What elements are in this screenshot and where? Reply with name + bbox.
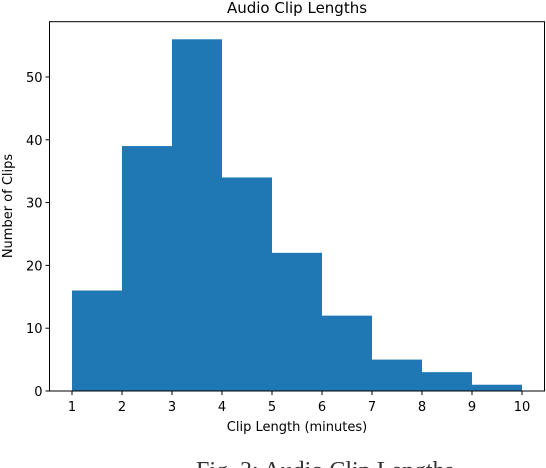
bar [72, 290, 122, 391]
x-tick-label: 9 [468, 400, 476, 415]
bar [372, 359, 422, 391]
x-tick-label: 8 [418, 400, 426, 415]
bar [172, 39, 222, 392]
y-axis-label: Number of Clips [1, 154, 16, 259]
bar [272, 252, 322, 391]
x-tick-label: 6 [318, 400, 326, 415]
bar [122, 146, 172, 391]
bar [472, 384, 522, 391]
bar [222, 177, 272, 391]
y-tick-label: 40 [26, 134, 43, 149]
plot-frame [49, 21, 545, 392]
x-tick-label: 4 [218, 400, 226, 415]
figure-caption: Fig. 3: Audio Clip Lengths [196, 458, 454, 468]
x-tick-label: 5 [268, 400, 276, 415]
y-tick-label: 0 [34, 385, 42, 400]
x-tick-label: 3 [168, 400, 176, 415]
y-tick-label: 20 [26, 259, 43, 274]
x-tick-label: 7 [368, 400, 376, 415]
chart-title: Audio Clip Lengths [227, 0, 367, 17]
bar [322, 315, 372, 391]
bar [422, 372, 472, 391]
x-tick-label: 10 [514, 400, 531, 415]
x-axis-label: Clip Length (minutes) [227, 420, 367, 435]
x-tick-label: 1 [68, 400, 76, 415]
y-tick-label: 10 [26, 322, 43, 337]
x-tick-label: 2 [118, 400, 126, 415]
y-tick-label: 50 [26, 71, 43, 86]
y-tick-label: 30 [26, 197, 43, 212]
